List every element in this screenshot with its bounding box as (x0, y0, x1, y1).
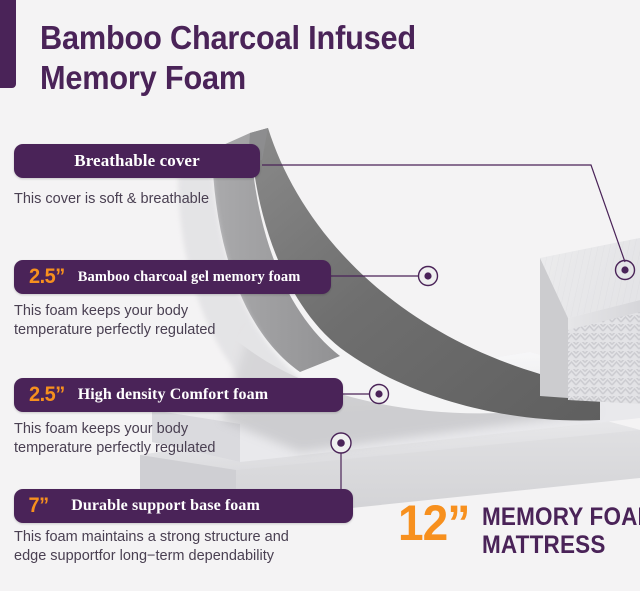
callout-size-high-density-comfort: 2.5” (28, 383, 65, 406)
callout-markers (330, 259, 636, 454)
summary-label-line-1: MEMORY FOAM (481, 503, 640, 531)
callout-description-durable-support-base: This foam maintains a strong structure a… (14, 529, 289, 564)
callout-description-high-density-comfort: This foam keeps your body temperature pe… (14, 421, 216, 456)
marker-cover (614, 259, 636, 281)
callout-badge-breathable-cover[interactable]: Breathable cover (14, 144, 260, 178)
marker-base (330, 432, 352, 454)
callout-label-breathable-cover: Breathable cover (74, 151, 200, 170)
accent-bar (0, 0, 16, 88)
cover-left-fold (540, 258, 568, 398)
callout-badge-bamboo-charcoal-gel[interactable]: 2.5” Bamboo charcoal gel memory foam (14, 260, 331, 294)
cover-weave-texture (568, 312, 640, 404)
title-line-1: Bamboo Charcoal Infused (40, 19, 416, 56)
title-line-2: Memory Foam (40, 59, 247, 97)
callout-description-breathable-cover: This cover is soft & breathable (14, 191, 210, 207)
leader-cover (262, 164, 626, 263)
callout-badge-durable-support-base[interactable]: 7” Durable support base foam (14, 489, 353, 523)
cover-top-panel (540, 238, 640, 318)
marker-gel (417, 265, 439, 287)
callout-size-durable-support-base: 7” (28, 494, 50, 517)
summary-size: 12” (398, 495, 470, 551)
callout-size-bamboo-charcoal-gel: 2.5” (28, 265, 65, 288)
marker-comfort (368, 383, 390, 405)
page-title: Bamboo Charcoal Infused Memory Foam (40, 18, 477, 99)
callout-badge-high-density-comfort[interactable]: 2.5” High density Comfort foam (14, 378, 343, 412)
summary-label-line-2: MATTRESS (481, 531, 606, 559)
leader-lines (262, 164, 626, 492)
cover-side-panel (568, 300, 640, 400)
callout-label-durable-support-base: Durable support base foam (71, 497, 260, 514)
callout-label-bamboo-charcoal-gel: Bamboo charcoal gel memory foam (77, 268, 301, 285)
product-summary: 12” MEMORY FOAM MATTRESS (398, 495, 640, 559)
summary-label: MEMORY FOAM MATTRESS (482, 500, 640, 559)
callout-label-high-density-comfort: High density Comfort foam (77, 386, 269, 403)
callout-description-bamboo-charcoal-gel: This foam keeps your body temperature pe… (14, 303, 216, 338)
cover-quilt-texture (540, 238, 640, 318)
